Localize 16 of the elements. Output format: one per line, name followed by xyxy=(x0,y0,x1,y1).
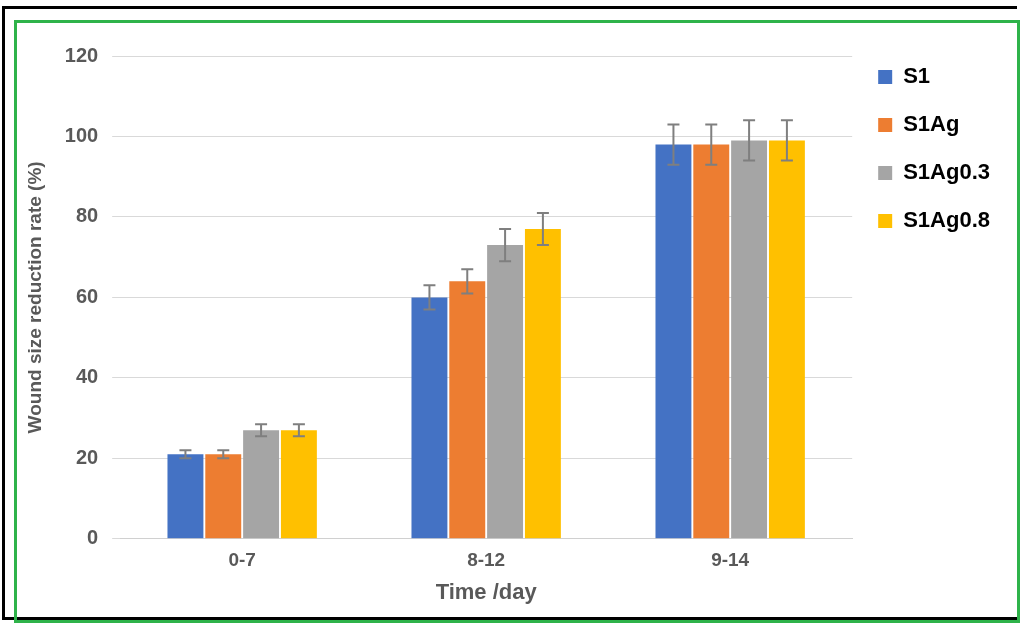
y-tick-label: 0 xyxy=(87,526,99,549)
x-tick-label: 0-7 xyxy=(228,549,256,571)
x-axis-title: Time /day xyxy=(435,578,538,604)
x-tick-label: 9-14 xyxy=(711,549,750,571)
y-tick-label: 120 xyxy=(64,43,99,66)
legend-label: S1Ag0.3 xyxy=(903,159,991,185)
y-tick-label: 80 xyxy=(75,204,99,227)
y-tick-label: 20 xyxy=(75,445,99,468)
y-axis-title: Wound size reduction rate (%) xyxy=(23,161,45,434)
y-tick-label: 100 xyxy=(64,123,99,146)
y-tick-label: 40 xyxy=(75,365,99,388)
legend-label: S1Ag xyxy=(903,111,960,137)
legend-label: S1 xyxy=(903,63,931,89)
x-tick-label: 8-12 xyxy=(467,549,506,571)
y-tick-label: 60 xyxy=(75,284,99,307)
legend-label: S1Ag0.8 xyxy=(903,207,991,233)
